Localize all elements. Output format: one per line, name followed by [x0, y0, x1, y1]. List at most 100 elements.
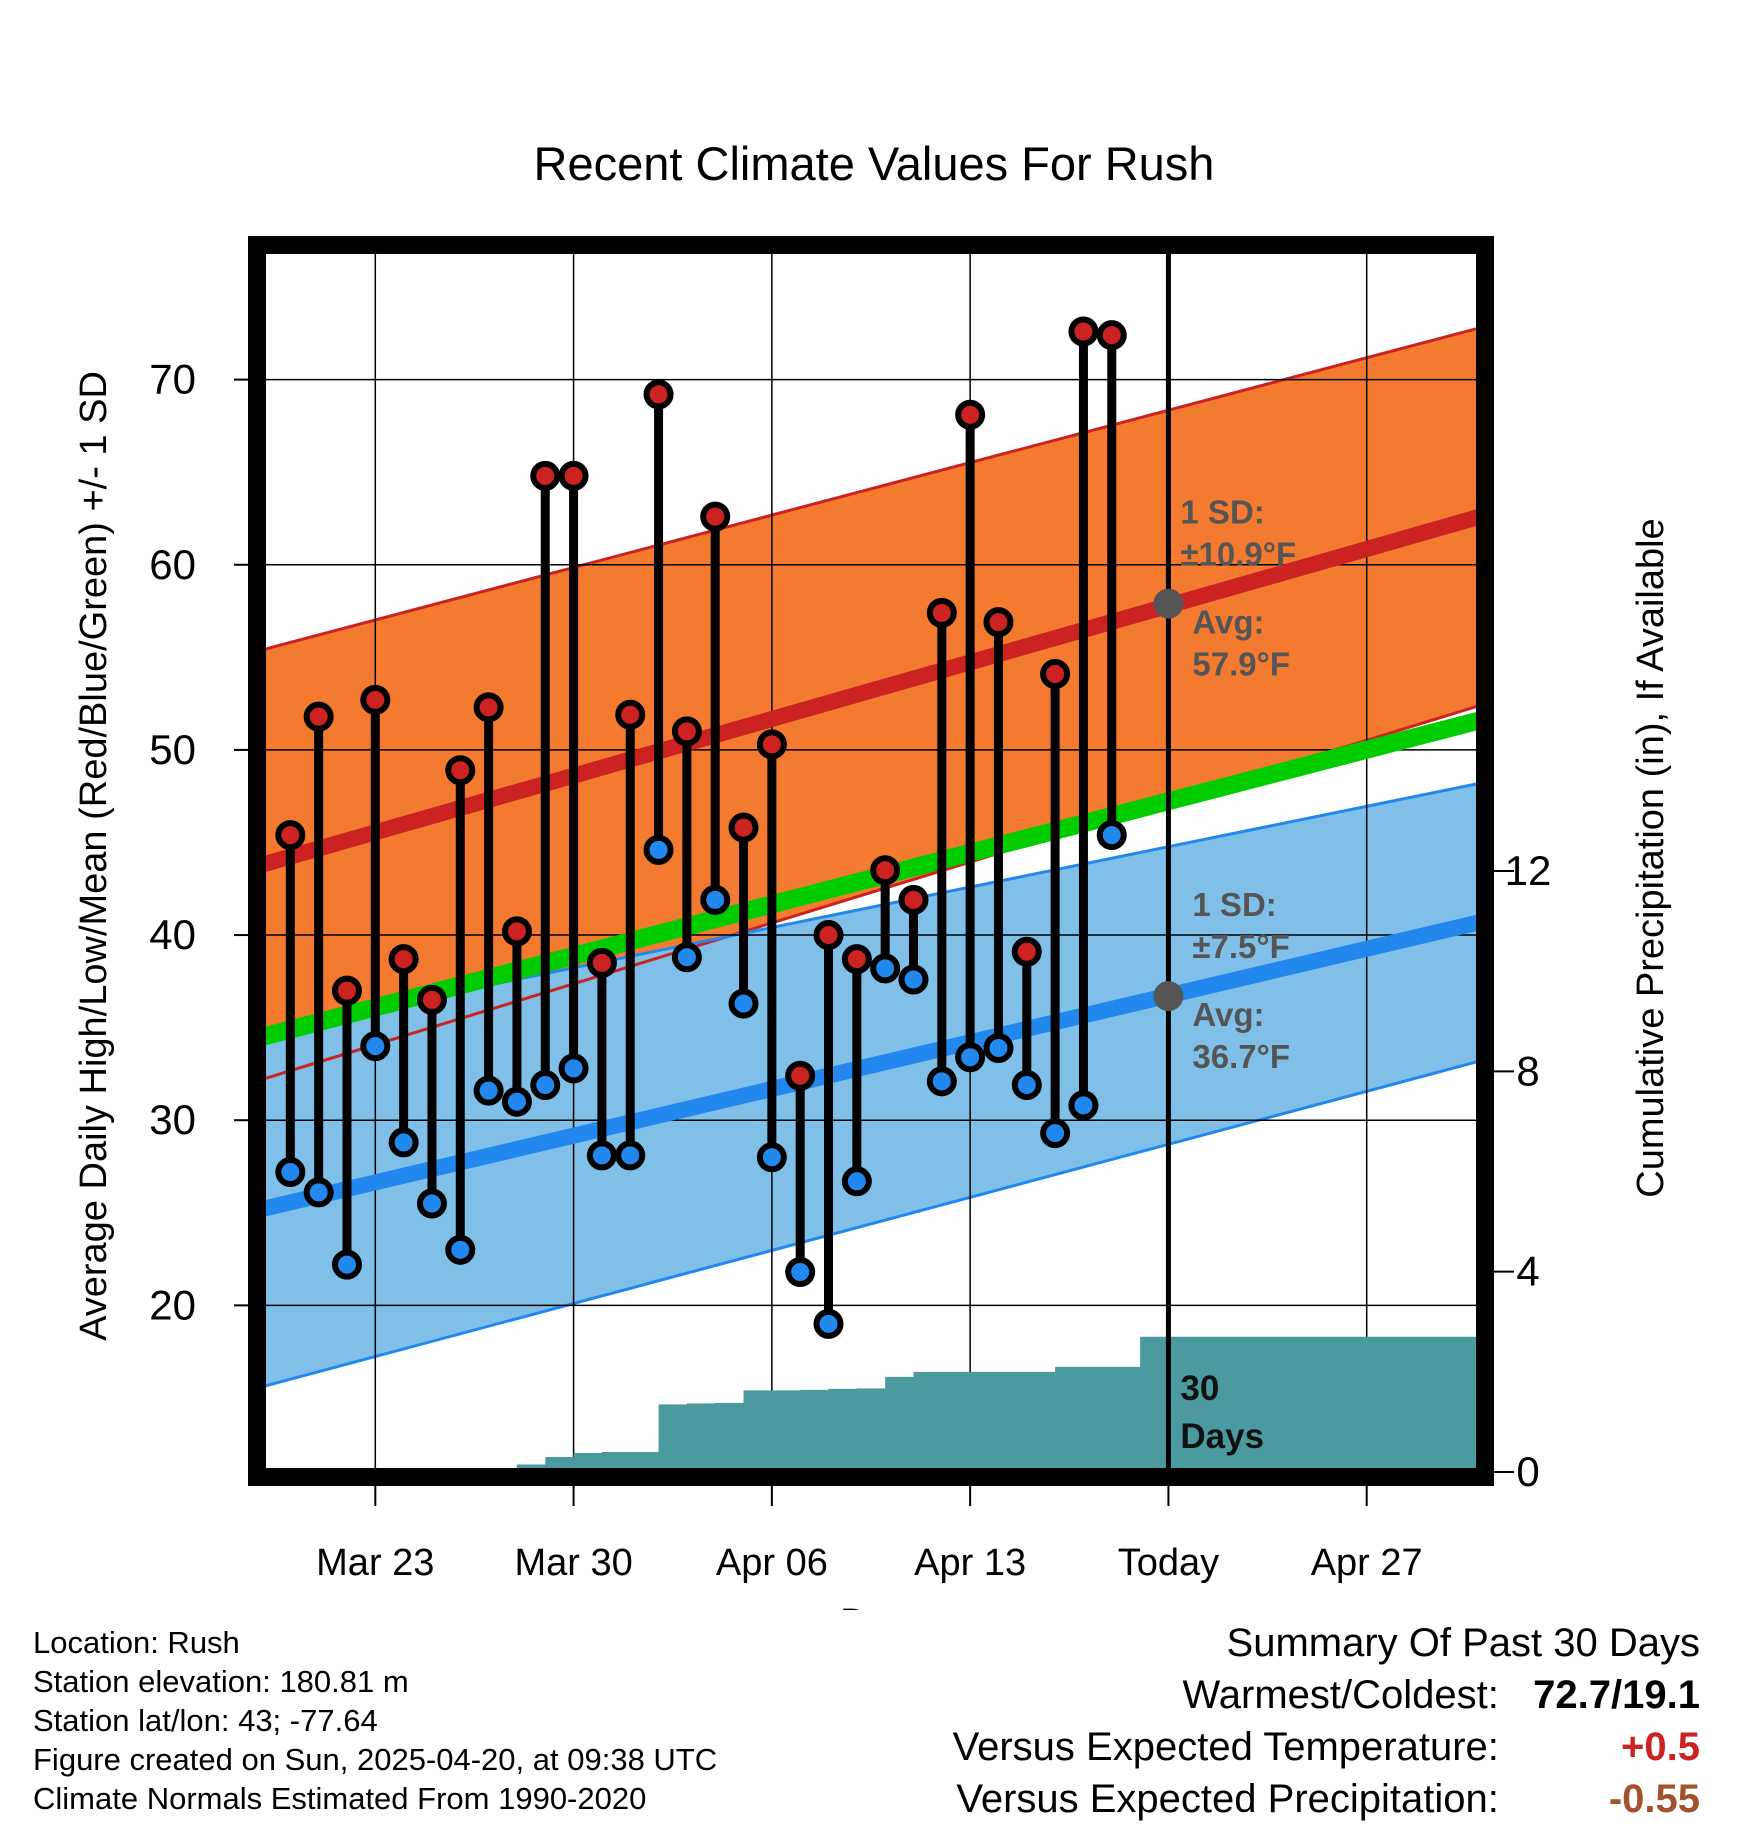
daily-high-point: [360, 684, 391, 715]
daily-high-point: [445, 755, 476, 786]
y2-tick-label: 12: [1505, 847, 1552, 894]
daily-low-point: [926, 1066, 957, 1097]
daily-low-point: [643, 834, 674, 865]
y2-tick-label: 8: [1516, 1047, 1539, 1094]
daily-high-point: [586, 947, 617, 978]
y-tick-label: 30: [149, 1096, 196, 1143]
daily-high-point: [643, 379, 674, 410]
period-label-number: 30: [1180, 1369, 1219, 1408]
daily-low-point: [785, 1257, 816, 1288]
low-sd-lower-line: [261, 1059, 1481, 1389]
daily-high-point: [870, 855, 901, 886]
daily-high-point: [671, 716, 702, 747]
y-tick-label: 60: [149, 541, 196, 588]
daily-low-point: [728, 988, 759, 1019]
station-info: Location: Rush Station elevation: 180.81…: [33, 1623, 717, 1818]
daily-low-point: [1096, 820, 1127, 851]
plot-frame: [248, 236, 1494, 1486]
daily-low-point: [586, 1140, 617, 1171]
y-tick-label: 40: [149, 911, 196, 958]
high-sd-label: 1 SD:: [1180, 494, 1264, 531]
x-tick-label: Mar 30: [514, 1542, 632, 1584]
daily-high-point: [841, 944, 872, 975]
daily-low-point: [416, 1188, 447, 1219]
precip-deviation-row: Versus Expected Precipitation: -0.55: [953, 1773, 1700, 1825]
temp-deviation-label: Versus Expected Temperature:: [952, 1725, 1499, 1769]
precip-deviation-label: Versus Expected Precipitation:: [956, 1777, 1499, 1821]
daily-low-point: [1068, 1090, 1099, 1121]
daily-low-point: [303, 1177, 334, 1208]
warmest-coldest-row: Warmest/Coldest: 72.7/19.1: [953, 1669, 1701, 1721]
daily-high-point: [558, 460, 589, 491]
temp-deviation-row: Versus Expected Temperature: +0.5: [953, 1721, 1700, 1773]
daily-low-point: [558, 1053, 589, 1084]
today-low-avg-marker: [1153, 981, 1184, 1012]
high-avg-label: Avg:: [1192, 604, 1264, 641]
daily-high-point: [926, 597, 957, 628]
daily-low-point: [615, 1140, 646, 1171]
low-normal-line: [260, 914, 1482, 1217]
low-sd-label: 1 SD:: [1192, 886, 1276, 923]
daily-low-point: [360, 1031, 391, 1062]
daily-low-point: [473, 1075, 504, 1106]
daily-high-point: [275, 820, 306, 851]
created-text: Figure created on Sun, 2025-04-20, at 09…: [33, 1742, 718, 1777]
daily-high-point: [1040, 658, 1071, 689]
daily-low-point: [1040, 1118, 1071, 1149]
y2-axis-label: Cumulative Precipitation (in), If Availa…: [1630, 518, 1672, 1197]
x-tick-label: Today: [1118, 1542, 1219, 1584]
daily-low-point: [955, 1042, 986, 1073]
daily-low-point: [275, 1157, 306, 1188]
normals-text: Climate Normals Estimated From 1990-2020: [33, 1781, 647, 1816]
chart-title: Recent Climate Values For Rush: [534, 137, 1215, 190]
daily-high-point: [813, 920, 844, 951]
daily-low-point: [530, 1070, 561, 1101]
daily-high-point: [728, 812, 759, 843]
daily-high-point: [501, 916, 532, 947]
daily-low-point: [671, 942, 702, 973]
daily-high-point: [785, 1060, 816, 1091]
daily-low-point: [388, 1127, 419, 1158]
climate-chart: Recent Climate Values For Rush 1 SD: ±10.…: [73, 137, 1672, 1610]
daily-high-point: [1068, 316, 1099, 347]
precip-deviation-value: -0.55: [1608, 1777, 1700, 1821]
daily-high-point: [983, 607, 1014, 638]
y-tick-label: 50: [149, 726, 196, 773]
high-sd-band: [262, 327, 1480, 1080]
daily-low-point: [445, 1234, 476, 1265]
low-avg-value: 36.7°F: [1192, 1038, 1290, 1075]
daily-high-point: [388, 944, 419, 975]
daily-low-point: [841, 1166, 872, 1197]
high-avg-value: 57.9°F: [1192, 646, 1290, 683]
y-tick-label: 70: [149, 356, 196, 403]
warmest-coldest-value: 72.7/19.1: [1533, 1673, 1700, 1717]
daily-low-point: [870, 953, 901, 984]
x-tick-label: Apr 13: [914, 1542, 1026, 1584]
y2-tick-label: 0: [1516, 1448, 1539, 1495]
daily-high-point: [756, 729, 787, 760]
daily-low-point: [898, 964, 929, 995]
summary-panel: Summary Of Past 30 Days Warmest/Coldest:…: [953, 1617, 1700, 1825]
daily-high-point: [530, 460, 561, 491]
daily-high-point: [473, 692, 504, 723]
warmest-coldest-label: Warmest/Coldest:: [1182, 1673, 1499, 1717]
period-label-days: Days: [1180, 1417, 1264, 1456]
daily-high-point: [615, 699, 646, 730]
x-axis-label: Day: [840, 1602, 908, 1610]
high-normal-line: [259, 508, 1483, 873]
today-high-avg-marker: [1153, 588, 1184, 619]
daily-high-point: [303, 701, 334, 732]
y-tick-label: 20: [149, 1281, 196, 1328]
mean-normal-line: [259, 711, 1483, 1046]
daily-high-point: [898, 884, 929, 915]
cumulative-precip-area: [262, 1336, 1480, 1472]
daily-low-point: [983, 1033, 1014, 1064]
daily-low-point: [501, 1086, 532, 1117]
daily-low-point: [331, 1249, 362, 1280]
daily-high-point: [1096, 320, 1127, 351]
location-text: Location: Rush: [33, 1625, 240, 1660]
high-sd-value: ±10.9°F: [1180, 536, 1296, 573]
daily-low-point: [700, 884, 731, 915]
daily-high-point: [955, 399, 986, 430]
daily-high-point: [331, 975, 362, 1006]
